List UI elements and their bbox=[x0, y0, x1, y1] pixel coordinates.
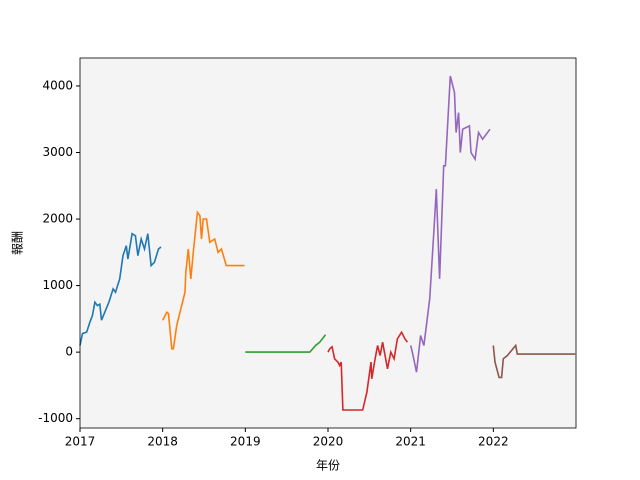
plot-frame bbox=[79, 57, 577, 429]
y-tick-label: 4000 bbox=[42, 78, 73, 92]
y-tick-label: 0 bbox=[65, 345, 73, 359]
line bbox=[245, 334, 327, 353]
line bbox=[409, 75, 491, 373]
x-tick-label: 2019 bbox=[230, 435, 261, 449]
y-tick-label: 2000 bbox=[42, 212, 73, 226]
y-tick-label: 1000 bbox=[42, 278, 73, 292]
x-tick-label: 2021 bbox=[395, 435, 426, 449]
line bbox=[79, 232, 162, 346]
line bbox=[327, 330, 409, 411]
plot-area bbox=[80, 58, 576, 428]
line bbox=[161, 210, 245, 350]
y-tick-label: -1000 bbox=[38, 411, 73, 425]
x-axis-label: 年份 bbox=[316, 459, 340, 473]
y-tick-label: 3000 bbox=[42, 145, 73, 159]
y-axis-label: 報酬 bbox=[11, 231, 25, 255]
line bbox=[492, 343, 576, 379]
x-tick-label: 2020 bbox=[313, 435, 344, 449]
x-tick-label: 2018 bbox=[147, 435, 178, 449]
x-tick-label: 2017 bbox=[65, 435, 96, 449]
x-tick-label: 2022 bbox=[478, 435, 509, 449]
